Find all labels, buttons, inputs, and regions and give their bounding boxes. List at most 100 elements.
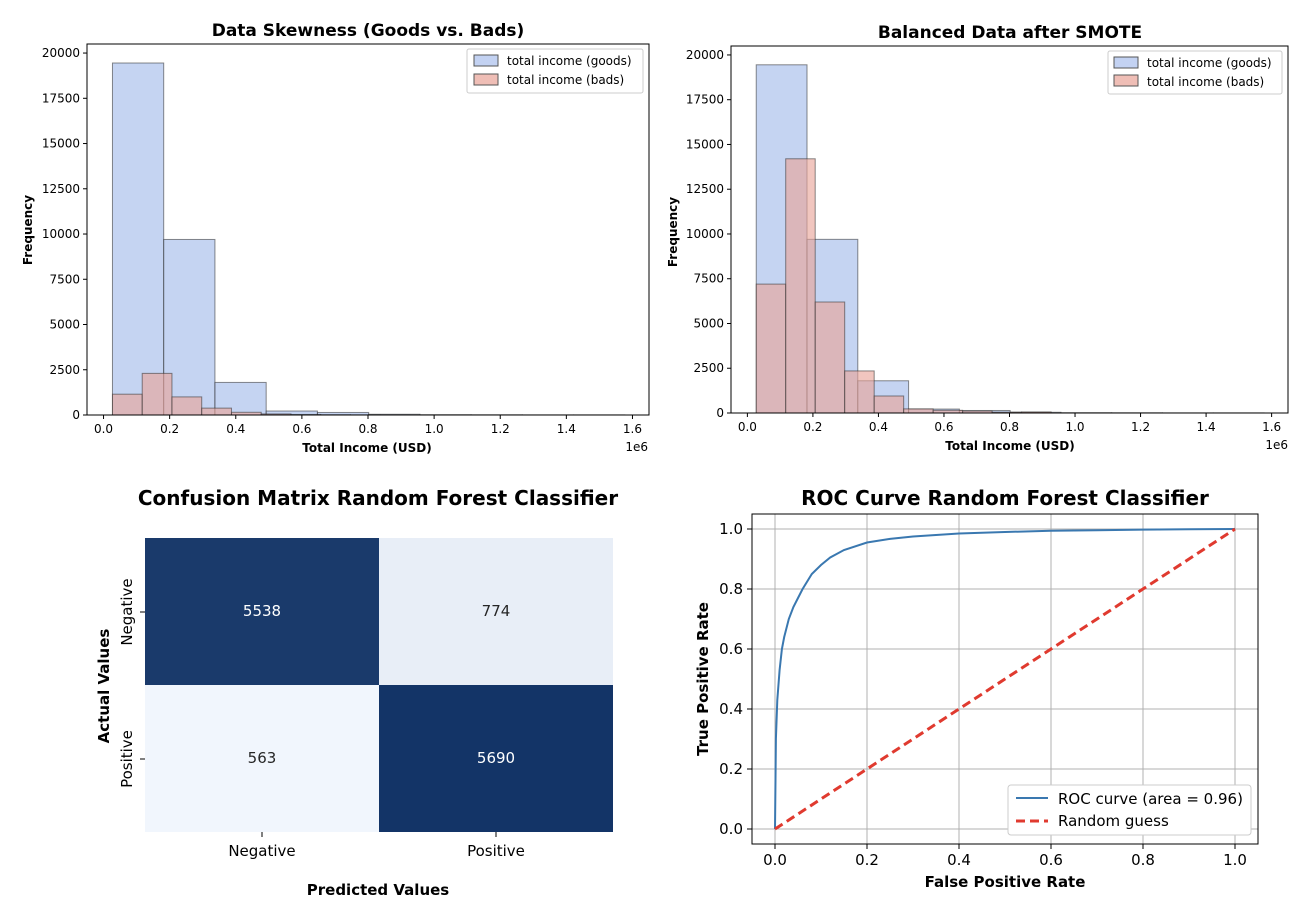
- y-tick-label: Negative: [118, 578, 136, 645]
- bar-goods: [111, 62, 165, 416]
- x-tick-label: 1.6: [1262, 420, 1281, 434]
- histogram-bars: [111, 62, 626, 416]
- legend-box: [1107, 50, 1283, 95]
- roc-curve-panel: ROC Curve Random Forest Classifier 0.0 0.…: [694, 486, 1259, 891]
- x-tick-label: 1.4: [1197, 420, 1216, 434]
- legend-swatch-bads: [1113, 74, 1139, 87]
- x-tick-label: 0.0: [94, 422, 113, 436]
- x-tick-label: Negative: [228, 842, 295, 860]
- cell-value: 774: [482, 602, 511, 620]
- bar-bads: [755, 283, 787, 414]
- y-tick-label: 10000: [42, 227, 80, 241]
- legend-label-bads: total income (bads): [1147, 75, 1264, 89]
- confusion-matrix-panel: Confusion Matrix Random Forest Classifie…: [95, 486, 618, 899]
- x-tick-label: Positive: [467, 842, 525, 860]
- histogram-smote-panel: Balanced Data after SMOTE 0 2500 5000 7500 1…: [666, 23, 1289, 453]
- plot-frame: [751, 513, 1259, 845]
- x-tick-label: 0.8: [1131, 851, 1155, 869]
- x-tick-label: 0.6: [1039, 851, 1063, 869]
- x-tick-label: 0.4: [947, 851, 971, 869]
- y-tick-label: 0.4: [719, 700, 743, 718]
- y-axis: 0 2500 5000 7500 10000 12500 15000 17500 20000: [686, 48, 731, 420]
- y-axis-label: Actual Values: [95, 629, 113, 744]
- x-tick-label: 1.6: [623, 422, 642, 436]
- bar-bads: [111, 393, 143, 416]
- y-tick-label: 10000: [686, 227, 724, 241]
- x-axis-label: Total Income (USD): [945, 439, 1074, 453]
- roc-lines: [774, 527, 1236, 831]
- legend-box: [466, 48, 644, 94]
- x-tick-label: 1.2: [1131, 420, 1150, 434]
- legend: total income (goods) total income (bads): [1107, 50, 1283, 95]
- histogram-bars: [755, 64, 1265, 414]
- cell-actual-negative-predicted-positive: [379, 538, 613, 685]
- y-tick-label: 0.2: [719, 760, 743, 778]
- cell-value: 563: [248, 749, 277, 767]
- y-tick-label: 7500: [49, 272, 80, 286]
- x-axis: 0.0 0.2 0.4 0.6 0.8 1.0 1.2 1.4 1.6: [94, 415, 642, 436]
- chart-title: Balanced Data after SMOTE: [878, 23, 1142, 43]
- x-axis-label: Predicted Values: [307, 881, 450, 899]
- legend-label-goods: total income (goods): [507, 54, 632, 68]
- legend-box: [1007, 784, 1252, 836]
- legend-swatch-bads: [473, 73, 499, 86]
- bar-bads: [141, 372, 173, 416]
- y-tick-label: 17500: [42, 91, 80, 105]
- x-tick-label: 0.8: [358, 422, 377, 436]
- y-tick-label: 17500: [686, 93, 724, 107]
- chart-title: Confusion Matrix Random Forest Classifie…: [138, 486, 618, 510]
- chart-title: Data Skewness (Goods vs. Bads): [212, 21, 525, 41]
- roc-curve-line: [774, 528, 1236, 830]
- x-tick-label: 0.2: [160, 422, 179, 436]
- x-axis: 0.0 0.2 0.4 0.6 0.8 1.0: [763, 844, 1247, 869]
- x-axis-label: Total Income (USD): [302, 441, 431, 455]
- y-tick-label: 0: [72, 408, 80, 422]
- legend-swatch-goods: [1113, 56, 1139, 69]
- y-tick-label: 20000: [686, 48, 724, 62]
- x-tick-label: 0.2: [803, 420, 822, 434]
- x-tick-label: 0.4: [869, 420, 888, 434]
- bar-bads: [873, 395, 905, 414]
- x-axis-label: False Positive Rate: [925, 873, 1086, 891]
- x-tick-label: 1.0: [425, 422, 444, 436]
- bar-bads: [814, 301, 846, 414]
- x-tick-label: 0.4: [226, 422, 245, 436]
- y-tick-label: 1.0: [719, 520, 743, 538]
- y-tick-label: 0.6: [719, 640, 743, 658]
- random-guess-line: [774, 527, 1236, 831]
- y-tick-label: 15000: [42, 137, 80, 151]
- y-axis: 0 2500 5000 7500 10000 12500 15000 17500 20000: [42, 46, 87, 422]
- y-tick-label: 5000: [693, 316, 724, 330]
- histogram-skewness-panel: Data Skewness (Goods vs. Bads) 0 2500 5000…: [21, 21, 650, 455]
- y-tick-label: 0: [716, 406, 724, 420]
- y-tick-label: 7500: [693, 272, 724, 286]
- x-tick-label: 0.2: [855, 851, 879, 869]
- legend: ROC curve (area = 0.96) Random guess: [1007, 784, 1252, 836]
- plot-frame: [730, 45, 1289, 414]
- y-axis: 0.0 0.2 0.4 0.6 0.8 1.0: [719, 520, 752, 838]
- x-tick-label: 0.0: [763, 851, 787, 869]
- legend-label-goods: total income (goods): [1147, 56, 1272, 70]
- y-axis-label: Frequency: [21, 195, 35, 265]
- y-tick-label: 2500: [693, 361, 724, 375]
- plot-frame: [86, 43, 650, 416]
- x-tick-label: 0.6: [934, 420, 953, 434]
- legend-label-random: Random guess: [1058, 812, 1169, 830]
- x-tick-label: 1.0: [1065, 420, 1084, 434]
- y-axis-label: Frequency: [666, 197, 680, 267]
- x-tick-label: 1.4: [557, 422, 576, 436]
- bar-bads: [844, 370, 875, 414]
- y-tick-label: 15000: [686, 137, 724, 151]
- y-tick-label: 5000: [49, 318, 80, 332]
- chart-title: ROC Curve Random Forest Classifier: [801, 486, 1209, 510]
- cell-actual-positive-predicted-positive: [379, 685, 613, 832]
- y-tick-label: 2500: [49, 363, 80, 377]
- cell-actual-positive-predicted-negative: [145, 685, 379, 832]
- legend-swatch-goods: [473, 54, 499, 67]
- x-tick-label: 0.0: [738, 420, 757, 434]
- y-tick-label: 20000: [42, 46, 80, 60]
- x-tick-label: 0.6: [292, 422, 311, 436]
- x-tick-label: 0.8: [1000, 420, 1019, 434]
- legend-label-roc: ROC curve (area = 0.96): [1058, 790, 1243, 808]
